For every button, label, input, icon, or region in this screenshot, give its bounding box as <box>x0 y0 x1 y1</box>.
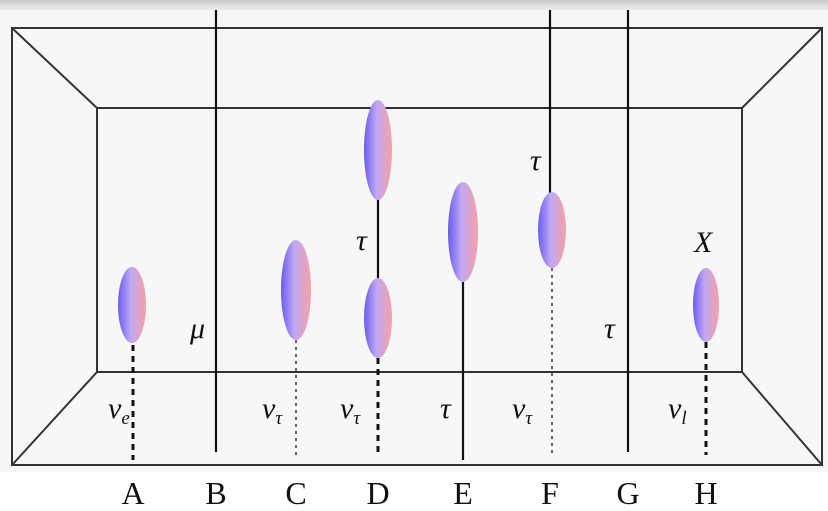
particle-labels: νe μ ντ ντ τ τ τ ντ τ X νl <box>108 144 714 429</box>
tracks <box>131 10 708 460</box>
particle-label: νe <box>108 392 130 429</box>
particle-label: X <box>693 226 714 259</box>
particle-label: ντ <box>512 392 533 429</box>
particle-label: μ <box>189 312 205 345</box>
particle-label: νl <box>668 392 687 429</box>
column-label: F <box>541 475 559 511</box>
column-label: G <box>616 475 639 511</box>
column-labels: A B C D E F G H <box>121 475 717 511</box>
particle-label: ντ <box>262 392 283 429</box>
particle-label: τ <box>530 144 542 177</box>
column-label: H <box>694 475 717 511</box>
background <box>0 10 828 472</box>
particle-label: τ <box>356 224 368 257</box>
top-bar <box>0 0 828 10</box>
particle-label: ντ <box>340 392 361 429</box>
column-label: A <box>121 475 144 511</box>
showers <box>118 100 719 358</box>
column-label: E <box>453 475 473 511</box>
column-label: B <box>205 475 226 511</box>
detector-box <box>11 27 823 466</box>
column-label: C <box>285 475 306 511</box>
column-label: D <box>366 475 389 511</box>
particle-label: τ <box>604 312 616 345</box>
particle-label: τ <box>440 392 452 425</box>
